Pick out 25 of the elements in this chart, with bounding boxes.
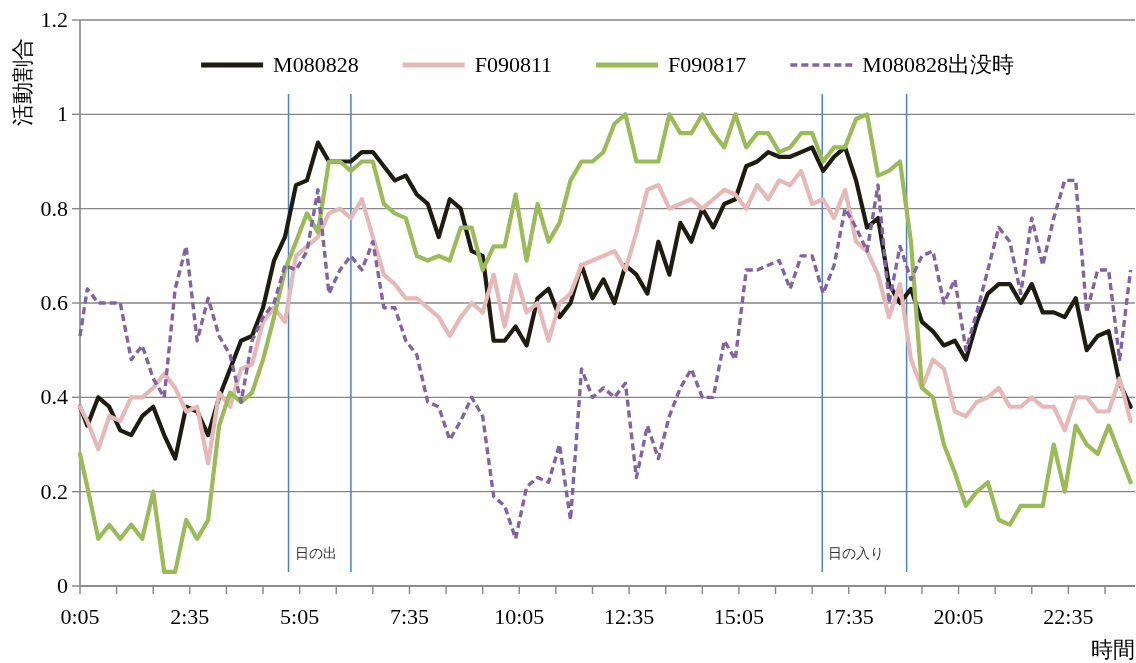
y-tick-label: 0.8 xyxy=(40,195,68,221)
y-tick-label: 1.2 xyxy=(40,7,68,32)
x-tick-label: 7:35 xyxy=(389,604,430,629)
x-tick-label: 10:05 xyxy=(494,604,545,629)
y-tick-label: 0 xyxy=(57,573,68,598)
y-axis-title: 活動割合 xyxy=(10,38,35,126)
y-tick-label: 0.4 xyxy=(40,384,68,410)
x-axis-title: 時間 xyxy=(1091,637,1135,662)
x-tick-label: 0:05 xyxy=(60,604,100,629)
x-tick-label: 2:35 xyxy=(170,604,210,629)
ref-line-label: 日の出 xyxy=(294,546,337,561)
legend-label: F090811 xyxy=(474,52,553,77)
x-tick-label: 17:35 xyxy=(823,604,874,629)
y-tick-label: 0.6 xyxy=(40,290,68,315)
ref-line-label: 日の入り xyxy=(828,546,885,561)
x-tick-label: 22:35 xyxy=(1043,604,1094,629)
x-tick-label: 5:05 xyxy=(280,604,320,629)
legend-label: F090817 xyxy=(668,52,747,77)
legend-label: M080828出没時 xyxy=(862,52,1014,77)
y-tick-label: 0.2 xyxy=(40,478,68,504)
legend-label: M080828 xyxy=(273,52,359,77)
x-tick-label: 12:35 xyxy=(604,604,655,629)
y-tick-label: 1 xyxy=(57,101,68,127)
x-tick-label: 20:05 xyxy=(933,604,984,629)
x-tick-label: 15:05 xyxy=(713,604,764,629)
